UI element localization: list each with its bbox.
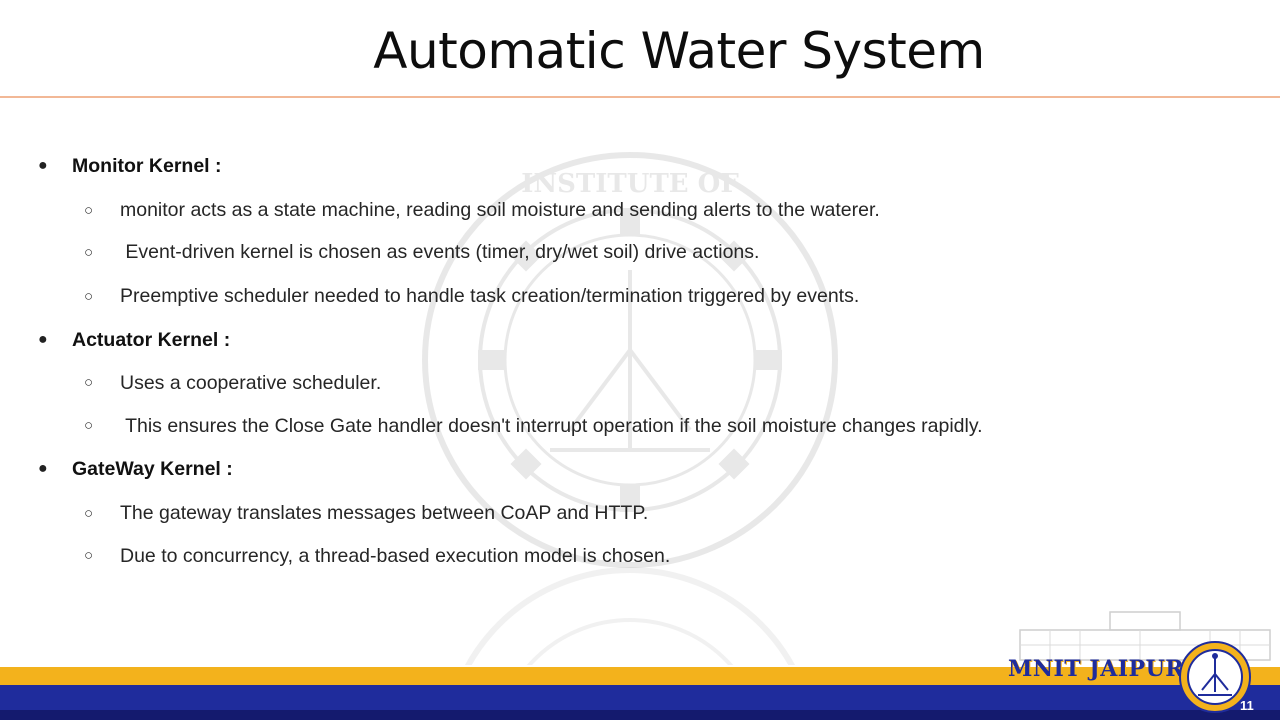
sub-bullet-circle: ○: [84, 505, 94, 522]
seal-text: INSTITUTE OF: [521, 169, 739, 199]
section-heading-monitor: Monitor Kernel :: [72, 155, 222, 177]
bullet-dot: ●: [38, 331, 48, 348]
list-item: The gateway translates messages between …: [120, 502, 649, 524]
sub-bullet-circle: ○: [84, 374, 94, 391]
title-divider: [0, 96, 1280, 98]
institute-seal-watermark: INSTITUTE OF: [422, 152, 838, 568]
footer-yellow-band: [0, 667, 1280, 685]
list-item: Preemptive scheduler needed to handle ta…: [120, 285, 860, 307]
section-heading-gateway: GateWay Kernel :: [72, 458, 233, 480]
footer-blue-band: [0, 685, 1280, 710]
footer-dark-band: [0, 710, 1280, 720]
sub-bullet-circle: ○: [84, 244, 94, 261]
list-item: Uses a cooperative scheduler.: [120, 372, 382, 394]
list-item: monitor acts as a state machine, reading…: [120, 199, 880, 221]
institute-name-logo: MNIT JAIPUR: [1008, 656, 1185, 682]
bullet-dot: ●: [38, 157, 48, 174]
list-item: Event-driven kernel is chosen as events …: [120, 241, 760, 263]
sub-bullet-circle: ○: [84, 547, 94, 564]
slide-title: Automatic Water System: [373, 22, 985, 80]
list-item: Due to concurrency, a thread-based execu…: [120, 545, 671, 567]
sub-bullet-circle: ○: [84, 417, 94, 434]
sub-bullet-circle: ○: [84, 202, 94, 219]
campus-building-image: [1019, 611, 1271, 661]
sub-bullet-circle: ○: [84, 288, 94, 305]
list-item: This ensures the Close Gate handler does…: [120, 415, 983, 437]
institute-logo-icon: [1179, 641, 1251, 713]
bullet-dot: ●: [38, 460, 48, 477]
section-heading-actuator: Actuator Kernel :: [72, 329, 231, 351]
page-number: 11: [1240, 698, 1254, 713]
seal-reflection: [464, 567, 796, 665]
